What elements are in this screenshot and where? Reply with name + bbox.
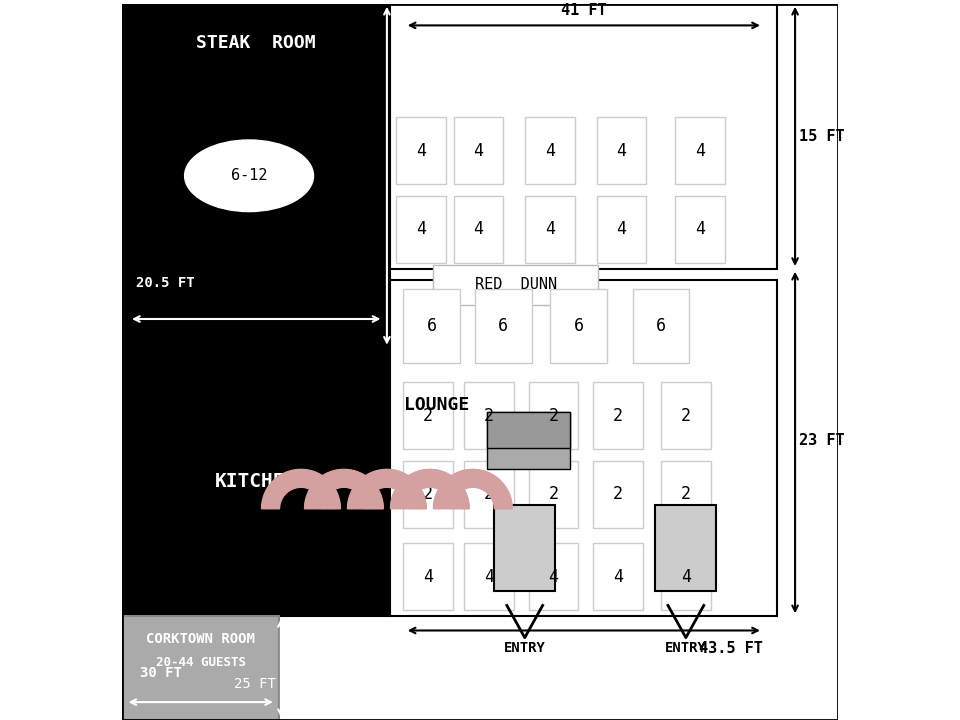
Text: 4: 4: [616, 220, 627, 238]
FancyBboxPatch shape: [453, 117, 503, 184]
Bar: [487, 412, 569, 448]
Polygon shape: [261, 469, 341, 509]
Text: 4: 4: [695, 142, 706, 160]
Polygon shape: [348, 469, 426, 509]
Text: LOUNGE: LOUNGE: [404, 396, 469, 414]
Text: 2: 2: [423, 407, 433, 425]
Text: 6: 6: [573, 317, 584, 335]
Polygon shape: [434, 469, 513, 509]
Text: 4: 4: [484, 568, 494, 586]
Bar: [122, 616, 279, 720]
Text: 4: 4: [695, 220, 706, 238]
Text: 2: 2: [612, 485, 623, 503]
Text: 2: 2: [548, 485, 559, 503]
FancyBboxPatch shape: [661, 382, 710, 449]
FancyBboxPatch shape: [465, 543, 514, 611]
Text: 23 FT: 23 FT: [799, 433, 844, 449]
FancyBboxPatch shape: [403, 382, 453, 449]
Text: 25 FT: 25 FT: [234, 677, 276, 690]
Text: 4: 4: [548, 568, 559, 586]
FancyBboxPatch shape: [396, 117, 445, 184]
FancyBboxPatch shape: [525, 117, 574, 184]
Text: 4: 4: [545, 220, 555, 238]
FancyBboxPatch shape: [403, 289, 460, 364]
Text: 4: 4: [473, 220, 483, 238]
Bar: [656, 505, 716, 591]
Text: 4: 4: [416, 142, 426, 160]
FancyBboxPatch shape: [676, 196, 725, 263]
Text: 30 FT: 30 FT: [140, 667, 181, 680]
Bar: [494, 505, 555, 591]
FancyBboxPatch shape: [529, 543, 578, 611]
Bar: [391, 4, 778, 269]
Ellipse shape: [184, 140, 314, 212]
Text: 2: 2: [681, 485, 691, 503]
FancyBboxPatch shape: [396, 196, 445, 263]
Polygon shape: [391, 469, 469, 509]
Text: CORKTOWN ROOM: CORKTOWN ROOM: [146, 632, 255, 646]
FancyBboxPatch shape: [453, 196, 503, 263]
Text: STEAK  ROOM: STEAK ROOM: [197, 35, 316, 53]
Bar: [122, 4, 391, 348]
Text: 6-12: 6-12: [230, 168, 267, 184]
Text: 15 FT: 15 FT: [799, 129, 844, 144]
FancyBboxPatch shape: [593, 461, 642, 528]
Bar: [122, 348, 391, 616]
Text: ENTRY: ENTRY: [504, 642, 545, 655]
Text: 20.5 FT: 20.5 FT: [136, 276, 195, 290]
FancyBboxPatch shape: [465, 382, 514, 449]
FancyBboxPatch shape: [525, 196, 574, 263]
Text: 4: 4: [681, 568, 691, 586]
FancyBboxPatch shape: [661, 543, 710, 611]
FancyBboxPatch shape: [403, 543, 453, 611]
Bar: [391, 279, 778, 616]
Text: 2: 2: [612, 407, 623, 425]
Text: 4: 4: [545, 142, 555, 160]
FancyBboxPatch shape: [676, 117, 725, 184]
FancyBboxPatch shape: [403, 461, 453, 528]
Text: 2: 2: [681, 407, 691, 425]
FancyBboxPatch shape: [593, 543, 642, 611]
FancyBboxPatch shape: [529, 382, 578, 449]
Text: 2: 2: [484, 407, 494, 425]
FancyBboxPatch shape: [529, 461, 578, 528]
Text: 4: 4: [416, 220, 426, 238]
Text: 4: 4: [612, 568, 623, 586]
Text: RED  DUNN: RED DUNN: [475, 277, 557, 292]
Text: 6: 6: [656, 317, 666, 335]
Text: 2: 2: [484, 485, 494, 503]
Polygon shape: [304, 469, 383, 509]
Text: 6: 6: [426, 317, 437, 335]
FancyBboxPatch shape: [597, 117, 646, 184]
FancyBboxPatch shape: [475, 289, 532, 364]
Bar: [487, 412, 569, 469]
Text: 4: 4: [473, 142, 483, 160]
FancyBboxPatch shape: [434, 265, 598, 305]
FancyBboxPatch shape: [550, 289, 607, 364]
Text: 43.5 FT: 43.5 FT: [699, 642, 763, 656]
Text: 4: 4: [616, 142, 627, 160]
FancyBboxPatch shape: [633, 289, 689, 364]
Text: 41 FT: 41 FT: [561, 3, 607, 18]
Text: 4: 4: [423, 568, 433, 586]
Text: 12 FT: 12 FT: [397, 83, 440, 97]
Text: ENTRY: ENTRY: [665, 642, 707, 655]
FancyBboxPatch shape: [597, 196, 646, 263]
Text: 2: 2: [423, 485, 433, 503]
FancyBboxPatch shape: [593, 382, 642, 449]
Text: KITCHEN: KITCHEN: [215, 472, 298, 492]
FancyBboxPatch shape: [465, 461, 514, 528]
Text: 2: 2: [548, 407, 559, 425]
Text: 20-44 GUESTS: 20-44 GUESTS: [156, 657, 246, 670]
FancyBboxPatch shape: [661, 461, 710, 528]
Text: 6: 6: [498, 317, 508, 335]
